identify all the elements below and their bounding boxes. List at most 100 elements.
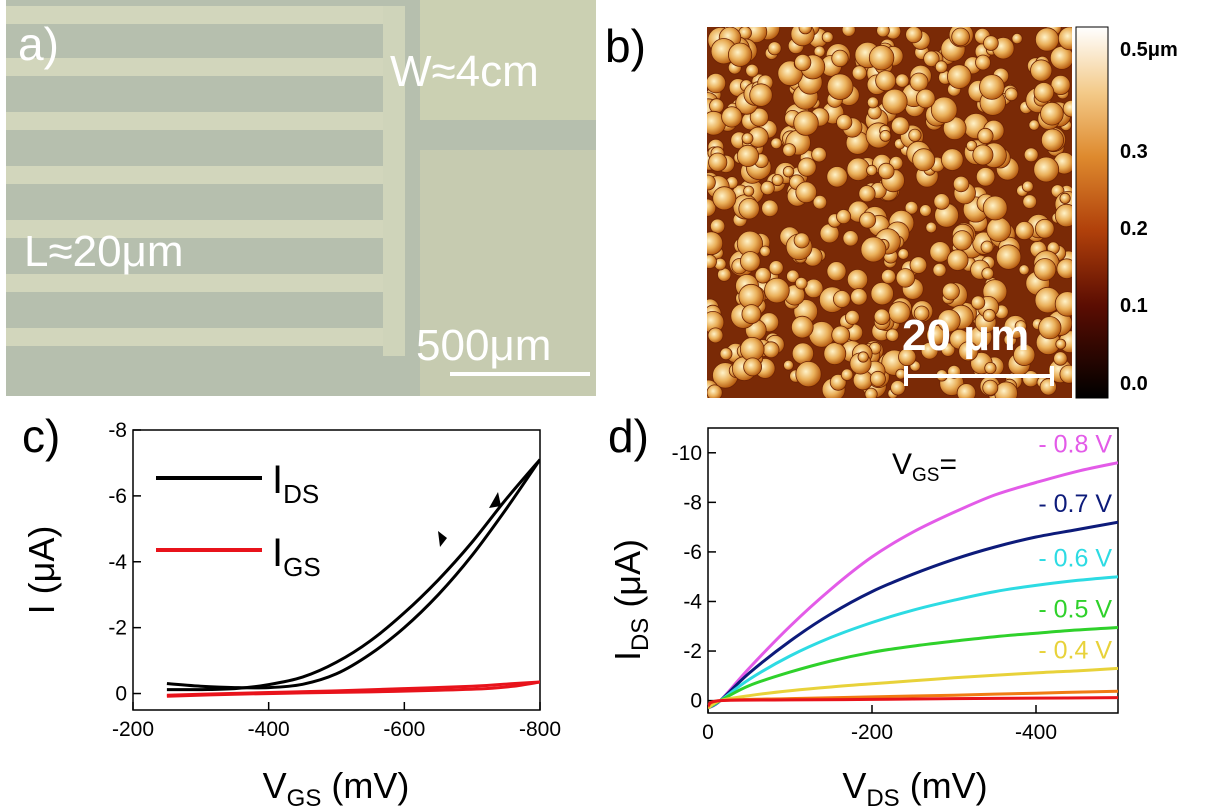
afm-grain — [823, 342, 847, 366]
afm-grain — [951, 27, 970, 47]
afm-grain — [909, 256, 928, 274]
plot-d-curves — [708, 461, 1118, 710]
afm-grain — [1022, 194, 1037, 209]
afm-grain — [983, 35, 999, 51]
plot-d-ylabel-sub: DS — [627, 618, 654, 651]
afm-grain — [952, 175, 970, 193]
legend-igs-sub: GS — [283, 552, 321, 582]
afm-grain — [937, 309, 961, 333]
afm-grain — [821, 31, 834, 44]
series-curve-2 — [708, 575, 1118, 710]
afm-grain — [739, 251, 761, 272]
contact-pad-top — [420, 0, 596, 120]
afm-grain — [868, 45, 895, 71]
panel-b: b) 20 μm 0.5μm 0.3 0.2 0.1 0.0 — [605, 20, 1178, 399]
afm-grain — [859, 211, 876, 229]
afm-grain — [782, 165, 795, 178]
afm-grain — [952, 230, 973, 251]
afm-grain — [965, 140, 978, 152]
afm-grain — [942, 282, 960, 301]
afm-grain — [870, 281, 894, 306]
afm-grain — [940, 148, 964, 171]
scalebar-a-label: 500μm — [416, 321, 551, 370]
afm-grain — [1039, 378, 1057, 396]
plot-c-xlabel-sub: GS — [287, 785, 322, 812]
afm-grain — [873, 308, 891, 326]
afm-grain — [709, 218, 726, 234]
plot-d-ytick-label: 0 — [690, 690, 702, 713]
afm-grain — [919, 204, 932, 217]
afm-grain — [783, 359, 794, 371]
afm-grain — [786, 269, 800, 284]
afm-grain — [741, 132, 754, 145]
scalebar-b-label: 20 μm — [902, 311, 1029, 360]
afm-grain — [946, 249, 969, 271]
series-curve-1 — [708, 520, 1118, 710]
afm-grain — [1054, 203, 1072, 228]
colorbar-label-3: 0.1 — [1120, 295, 1148, 317]
afm-grain — [743, 185, 755, 197]
legend-title-main: V — [892, 448, 912, 481]
legend-label-ids: IDS — [272, 458, 319, 509]
afm-grain — [1041, 128, 1065, 152]
afm-grain — [846, 268, 869, 291]
afm-grain — [707, 327, 724, 344]
afm-grain — [1062, 99, 1072, 118]
afm-grain — [970, 295, 986, 310]
plot-c-ylabel: I (μA) — [21, 526, 62, 615]
afm-grain — [923, 50, 940, 68]
afm-grain — [798, 27, 812, 35]
afm-grain — [831, 325, 851, 345]
afm-grain — [1059, 192, 1071, 204]
afm-grain — [793, 110, 819, 136]
afm-grain — [984, 361, 997, 375]
afm-grain — [795, 181, 817, 204]
panel-a: a) W≈4cm L≈20μm 500μm — [6, 0, 596, 396]
afm-grain — [826, 73, 854, 100]
panel-c: c) -200 -400 -600 -800 0 -2 -4 -6 -8 I (μA) VGS … — [21, 410, 561, 812]
legend-title-sub: GS — [912, 465, 939, 486]
plot-c-curves — [166, 458, 540, 698]
afm-grain — [940, 342, 956, 357]
afm-grain — [885, 328, 900, 342]
plot-d-ytick-label: -4 — [683, 590, 702, 613]
plot-c-xlabel-unit: (mV) — [321, 765, 409, 806]
plot-d-xtick-label: -200 — [851, 721, 893, 744]
afm-grain — [749, 107, 769, 127]
plot-d-xtick-label: 0 — [702, 721, 714, 744]
afm-grain — [1018, 264, 1030, 276]
afm-grain — [982, 308, 996, 322]
afm-grain — [1059, 364, 1072, 384]
plot-d-ytick-label: -8 — [683, 491, 702, 514]
afm-grain — [721, 106, 743, 128]
afm-grain — [793, 232, 810, 249]
afm-grain — [782, 143, 797, 158]
plot-d-ylabel: IDS (μA) — [607, 539, 654, 661]
afm-grain — [879, 129, 892, 142]
series-label-4: - 0.4 V — [1038, 636, 1112, 664]
afm-grain — [929, 241, 951, 263]
afm-grain — [925, 221, 937, 234]
afm-grain — [707, 174, 716, 191]
panel-c-label: c) — [22, 410, 60, 462]
afm-grain — [811, 146, 827, 163]
plot-d-xtick-label: -400 — [1015, 721, 1057, 744]
panel-a-label: a) — [18, 18, 59, 70]
afm-grain — [794, 53, 812, 72]
colorbar-label-2: 0.2 — [1120, 218, 1148, 240]
sweep-arrow-down — [438, 531, 447, 547]
afm-grain — [986, 216, 1012, 242]
colorbar-label-1: 0.3 — [1120, 141, 1148, 163]
afm-grain — [866, 96, 879, 109]
afm-grain — [842, 230, 859, 247]
afm-grain — [913, 305, 930, 322]
afm-grain — [851, 65, 868, 81]
legend-title-suffix: = — [939, 448, 957, 481]
afm-grain — [708, 152, 728, 172]
afm-grain — [958, 341, 979, 362]
plot-d-xlabel: VDS (mV) — [842, 765, 987, 812]
afm-grain — [1057, 27, 1072, 51]
afm-grain — [794, 276, 808, 290]
afm-grain — [881, 268, 897, 284]
afm-grain — [812, 194, 828, 210]
